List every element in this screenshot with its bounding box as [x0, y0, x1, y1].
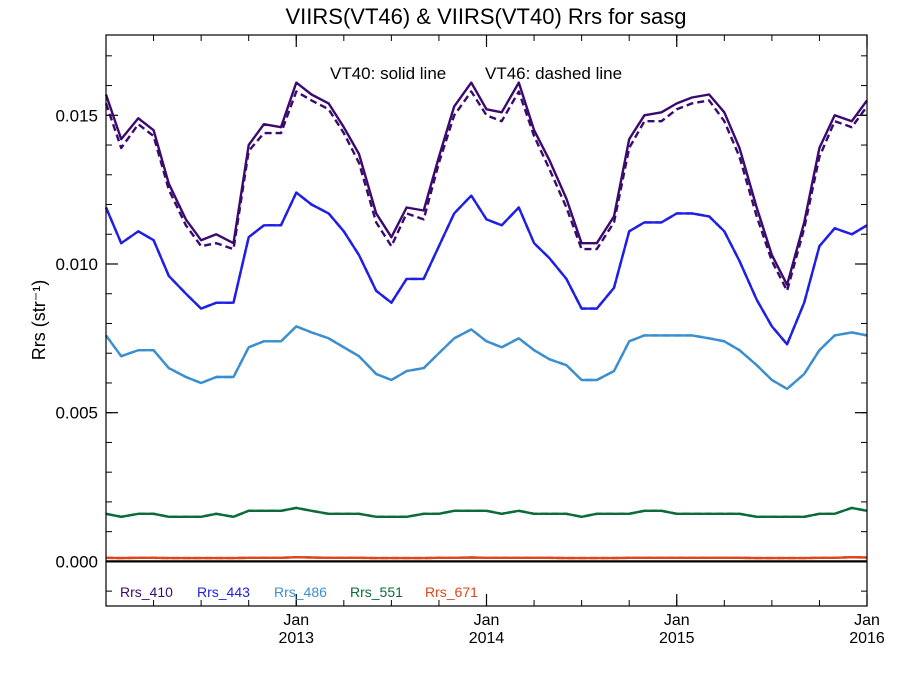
series-line-rrs-443-dashed [104, 191, 868, 346]
x-tick-year-label: 2015 [659, 630, 695, 647]
series-line-rrs-551-dashed [105, 506, 868, 518]
x-tick-year-label: 2016 [849, 630, 885, 647]
x-tick-month-label: Jan [283, 612, 309, 629]
x-tick-year-label: 2014 [469, 630, 505, 647]
series-line-rrs-410-solid [104, 81, 868, 286]
legend-item-rrs-551: Rrs_551 [350, 584, 403, 600]
y-tick-label: 0.000 [55, 552, 98, 571]
y-tick-label: 0.015 [55, 106, 98, 125]
annotation-dashed: VT46: dashed line [485, 64, 622, 83]
x-tick-year-label: 2013 [278, 630, 314, 647]
series-line-rrs-486-dashed [105, 325, 868, 391]
y-tick-label: 0.010 [55, 255, 98, 274]
legend-item-rrs-671: Rrs_671 [425, 584, 478, 600]
series-line-rrs-486-solid [105, 325, 868, 391]
legend-item-rrs-410: Rrs_410 [120, 584, 173, 600]
y-tick-label: 0.005 [55, 404, 98, 423]
chart-title: VIIRS(VT46) & VIIRS(VT40) Rrs for sasg [286, 4, 687, 29]
plot-frame [105, 34, 868, 607]
x-tick-month-label: Jan [664, 612, 690, 629]
series-line-rrs-443-solid [104, 191, 868, 346]
x-tick-month-label: Jan [854, 612, 880, 629]
annotation-solid: VT40: solid line [330, 64, 446, 83]
x-tick-month-label: Jan [474, 612, 500, 629]
series-line-rrs-671-dashed [105, 556, 868, 560]
legend-item-rrs-443: Rrs_443 [197, 584, 250, 600]
y-axis-label: Rrs (str⁻¹) [29, 280, 49, 360]
plot-area: 0.0000.0050.0100.015Jan2013Jan2014Jan201… [55, 35, 885, 647]
legend-item-rrs-486: Rrs_486 [274, 584, 327, 600]
